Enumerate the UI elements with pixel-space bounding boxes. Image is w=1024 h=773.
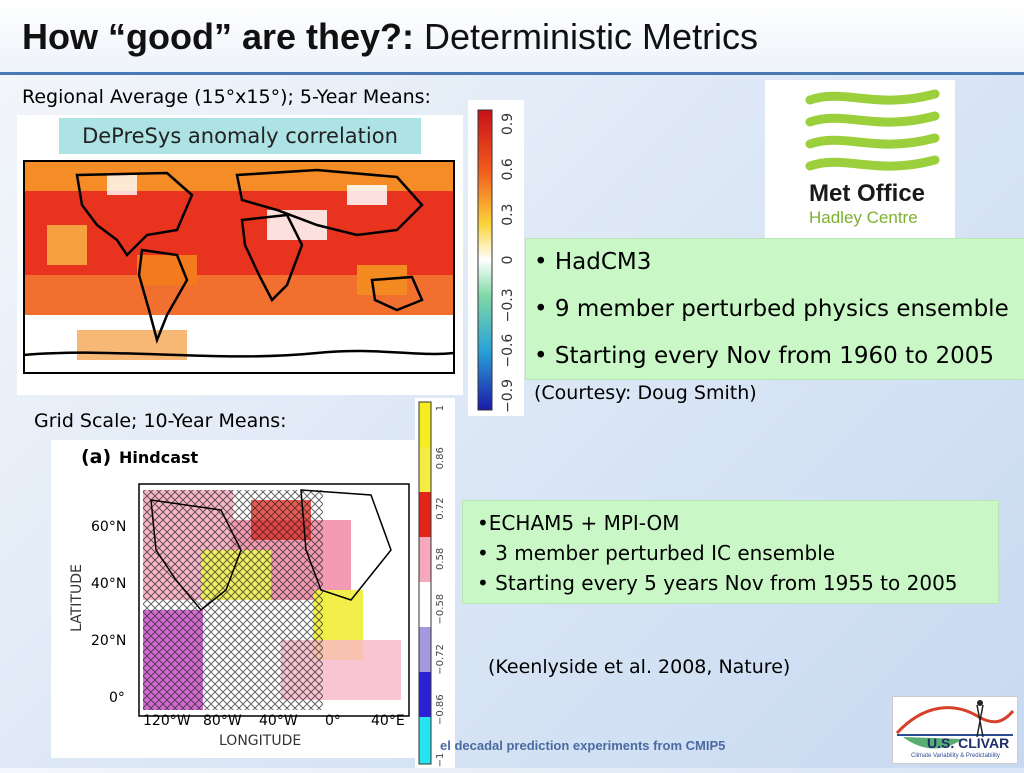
colorbar-tick-label: 0.6: [500, 158, 516, 180]
y-tick-20n: 20°N: [91, 633, 127, 649]
colorbar-tick-label: −0.86: [435, 694, 446, 725]
hindcast-y-axis-label: LATITUDE: [69, 564, 85, 632]
grid-scale-label: Grid Scale; 10-Year Means:: [34, 410, 287, 432]
hindcast-panel-title: Hindcast: [119, 448, 199, 467]
map-patch: [347, 185, 387, 205]
x-tick-0: 0°: [325, 713, 341, 729]
map-patch: [47, 225, 87, 265]
colorbar-tick-label: 0.72: [435, 497, 446, 519]
hadcm3-bullet-3: • Starting every Nov from 1960 to 2005: [534, 343, 995, 369]
slide-footer: el decadal prediction experiments from C…: [440, 738, 726, 753]
keenlyside-citation: (Keenlyside et al. 2008, Nature): [488, 656, 791, 678]
north-america-outline: [150, 499, 242, 612]
hadcm3-info-box: • HadCM3 • 9 member perturbed physics en…: [525, 238, 1024, 380]
slide-title-rest: Deterministic Metrics: [414, 16, 759, 57]
africa-outline: [240, 213, 304, 303]
colorbar-tick-label: 0.3: [500, 204, 516, 226]
colorbar-block: [419, 492, 431, 537]
colorbar-gradient: [477, 109, 493, 411]
colorbar-tick-labels: 1 0.86 0.72 0.58 −0.58 −0.72 −0.86 −1: [435, 405, 446, 768]
eurasia-outline: [235, 168, 424, 237]
colorbar-block: [419, 537, 431, 582]
depresys-world-map: [23, 160, 455, 374]
hadcm3-bullet-1: • HadCM3: [534, 249, 652, 275]
hindcast-panel-label: (a): [81, 446, 112, 468]
x-tick-80w: 80°W: [203, 713, 242, 729]
y-tick-0: 0°: [109, 690, 125, 706]
hadcm3-bullet-2: • 9 member perturbed physics ensemble: [534, 296, 1009, 322]
depresys-map-title: DePreSys anomaly correlation: [82, 124, 398, 148]
map-frame: [23, 160, 455, 374]
colorbar-tick-label: −1: [435, 753, 446, 768]
clivar-name: U.S. CLIVAR: [927, 735, 1010, 751]
colorbar-tick-label: 0: [500, 256, 516, 265]
colorbar-block: [419, 402, 431, 447]
y-tick-60n: 60°N: [91, 519, 127, 535]
hindcast-y-axis-label-wrap: LATITUDE: [67, 540, 87, 660]
colorbar-tick-label: 1: [435, 405, 446, 411]
colorbar-block: [419, 717, 431, 764]
colorbar-block: [419, 582, 431, 627]
colorbar-tick-label: 0.86: [435, 447, 446, 469]
colorbar-tick-label: −0.6: [500, 334, 516, 368]
echam-bullet-1: •ECHAM5 + MPI-OM: [477, 511, 680, 535]
title-bar: How “good” are they?: Deterministic Metr…: [0, 0, 1024, 75]
colorbar-tick-label: 0.58: [435, 548, 446, 570]
courtesy-note: (Courtesy: Doug Smith): [534, 382, 757, 404]
hindcast-colorbar-panel: 1 0.86 0.72 0.58 −0.58 −0.72 −0.86 −1: [415, 398, 455, 768]
europe-africa-outline: [300, 489, 392, 601]
echam-bullet-3: • Starting every 5 years Nov from 1955 t…: [477, 571, 958, 595]
y-tick-40n: 40°N: [91, 576, 127, 592]
us-clivar-logo: U.S. CLIVAR Climate Variability & Predic…: [892, 696, 1018, 764]
colorbar-block: [419, 672, 431, 717]
colorbar-tick-labels: 0.9 0.6 0.3 0 −0.3 −0.6 −0.9: [500, 113, 516, 413]
antarctica-outline: [23, 349, 455, 358]
slide-title: How “good” are they?: Deterministic Metr…: [22, 16, 758, 58]
hindcast-map: [138, 483, 410, 717]
map-patch: [107, 175, 137, 195]
colorbar-tick-label: 0.9: [500, 113, 516, 135]
colorbar-block: [419, 627, 431, 672]
clivar-wave-icon: [895, 700, 1015, 749]
x-tick-40w: 40°W: [259, 713, 298, 729]
australia-outline: [370, 275, 424, 312]
depresys-colorbar-panel: 0.9 0.6 0.3 0 −0.3 −0.6 −0.9: [468, 100, 524, 416]
echam-bullet-2: • 3 member perturbed IC ensemble: [477, 541, 836, 565]
colorbar-block: [419, 447, 431, 492]
south-america-outline: [137, 248, 189, 344]
hindcast-significance-hatching: [143, 490, 323, 710]
colorbar-tick-label: −0.3: [500, 288, 516, 322]
echam-info-box: •ECHAM5 + MPI-OM • 3 member perturbed IC…: [462, 500, 999, 604]
clivar-tagline: Climate Variability & Predictability: [911, 753, 1000, 759]
x-tick-40e: 40°E: [371, 713, 405, 729]
hadley-centre-name: Hadley Centre: [809, 208, 918, 227]
regional-average-label: Regional Average (15°x15°); 5-Year Means…: [22, 86, 431, 108]
met-office-wave-icon: [805, 89, 940, 171]
met-office-logo: Met Office Hadley Centre: [765, 80, 955, 238]
depresys-colorbar: 0.9 0.6 0.3 0 −0.3 −0.6 −0.9: [477, 109, 516, 413]
met-office-name: Met Office: [809, 180, 926, 207]
depresys-map-panel: DePreSys anomaly correlation: [17, 115, 463, 395]
depresys-title-box: DePreSys anomaly correlation: [59, 118, 421, 154]
hindcast-x-axis-label: LONGITUDE: [219, 733, 302, 749]
colorbar-tick-label: −0.58: [435, 594, 446, 625]
x-tick-120w: 120°W: [143, 713, 191, 729]
hindcast-map-panel: (a) Hindcast LATITUDE 60°N 40°N 20°N 0° …: [51, 440, 415, 758]
colorbar-tick-label: −0.72: [435, 644, 446, 675]
hindcast-colorbar: 1 0.86 0.72 0.58 −0.58 −0.72 −0.86 −1: [418, 401, 446, 768]
north-america-outline: [75, 171, 194, 257]
slide-title-bold: How “good” are they?:: [22, 16, 415, 57]
colorbar-tick-label: −0.9: [500, 379, 516, 413]
colorbar-frame: [418, 401, 432, 765]
